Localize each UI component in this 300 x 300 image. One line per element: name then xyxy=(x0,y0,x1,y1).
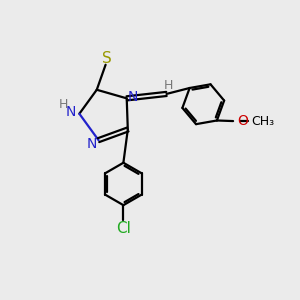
Text: N: N xyxy=(128,90,138,104)
Text: O: O xyxy=(237,114,248,128)
Text: H: H xyxy=(164,79,173,92)
Text: CH₃: CH₃ xyxy=(251,115,274,128)
Text: N: N xyxy=(87,137,97,151)
Text: H: H xyxy=(58,98,68,111)
Text: N: N xyxy=(66,105,76,119)
Text: Cl: Cl xyxy=(116,220,131,236)
Text: S: S xyxy=(102,51,112,66)
